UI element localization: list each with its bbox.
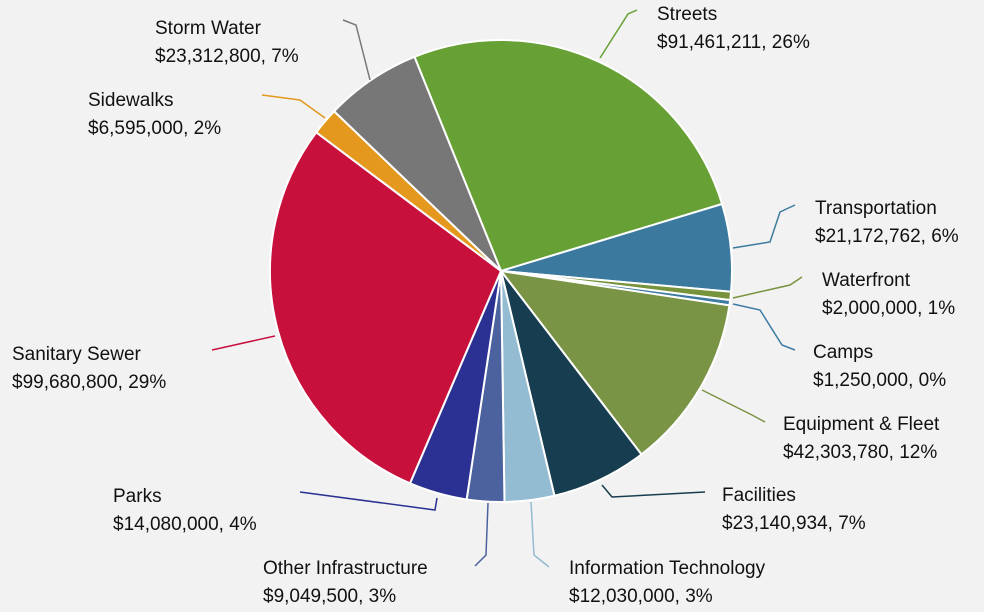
slice-label: Transportation bbox=[815, 198, 937, 219]
pie-slice bbox=[332, 55, 502, 272]
slice-label: Other Infrastructure bbox=[263, 558, 428, 579]
leader-line bbox=[732, 303, 796, 351]
leader-line bbox=[601, 484, 706, 498]
slice-label: Parks bbox=[113, 486, 162, 507]
slice-value-label: $2,000,000, 1% bbox=[822, 298, 955, 319]
slice-value-label: $9,049,500, 3% bbox=[263, 586, 396, 607]
leader-line bbox=[342, 19, 371, 81]
leader-line bbox=[299, 491, 438, 511]
slice-value-label: $14,080,000, 4% bbox=[113, 514, 257, 535]
leader-line bbox=[474, 502, 489, 567]
slice-value-label: $23,140,934, 7% bbox=[722, 513, 866, 534]
pie-slice bbox=[498, 269, 731, 456]
slice-value-label: $12,030,000, 3% bbox=[569, 586, 713, 607]
slice-label: Equipment & Fleet bbox=[783, 414, 940, 435]
leader-line bbox=[261, 94, 326, 119]
slice-label: Storm Water bbox=[155, 18, 262, 39]
slice-value-label: $21,172,762, 6% bbox=[815, 226, 959, 247]
leader-line bbox=[599, 9, 638, 59]
slice-value-label: $42,303,780, 12% bbox=[783, 442, 937, 463]
pie-slice bbox=[269, 130, 503, 485]
slice-value-label: $99,680,800, 29% bbox=[12, 372, 166, 393]
slice-label: Sidewalks bbox=[88, 90, 174, 111]
slice-label: Sanitary Sewer bbox=[12, 344, 142, 365]
slice-value-label: $91,461,211, 26% bbox=[657, 32, 810, 53]
slice-label: Streets bbox=[657, 4, 717, 25]
leader-line bbox=[732, 204, 796, 249]
pie-slice bbox=[413, 39, 724, 273]
slice-label: Information Technology bbox=[569, 558, 766, 579]
slice-label: Facilities bbox=[722, 485, 796, 506]
leader-line bbox=[732, 276, 803, 299]
slice-value-label: $6,595,000, 2% bbox=[88, 118, 221, 139]
leader-line bbox=[211, 335, 276, 351]
slice-value-label: $23,312,800, 7% bbox=[155, 46, 299, 67]
slice-label: Camps bbox=[813, 342, 873, 363]
slice-value-label: $1,250,000, 0% bbox=[813, 370, 946, 391]
slice-label: Waterfront bbox=[822, 270, 911, 291]
leader-line bbox=[530, 501, 550, 568]
leader-line bbox=[701, 389, 766, 423]
